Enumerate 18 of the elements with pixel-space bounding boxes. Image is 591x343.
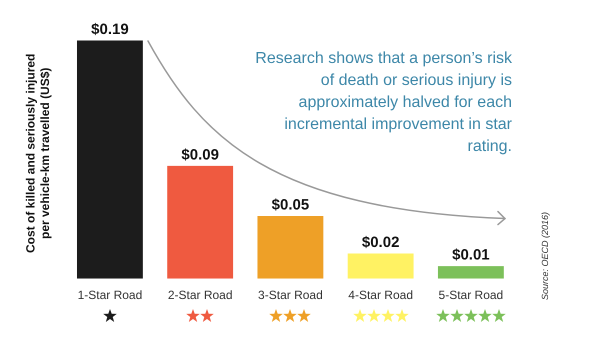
bar: [257, 216, 324, 279]
data-label: $0.09: [181, 146, 219, 164]
x-tick-label: 4-Star Road: [348, 288, 413, 302]
data-label: $0.05: [272, 196, 310, 214]
data-label: $0.01: [452, 246, 490, 264]
data-label: $0.19: [91, 21, 129, 38]
x-tick-label: 5-Star Road: [438, 288, 504, 302]
x-tick-label: 2-Star Road: [168, 288, 233, 302]
bar: [76, 40, 143, 279]
source-note: Source: OECD (2016): [540, 212, 550, 300]
y-axis-title: Cost of killed and seriously injured per vehicle-km travelled (US$): [24, 54, 52, 253]
x-tick-label: 3-Star Road: [258, 288, 323, 302]
x-tick-label: 1-Star Road: [78, 288, 142, 302]
bar: [348, 254, 414, 279]
bar: [167, 166, 234, 279]
bar: [438, 266, 504, 279]
annotation: Research shows that a person’s risk of death or serious injury is approximately halved for each incremental improvement in star rating.: [254, 49, 512, 157]
data-label: $0.02: [362, 234, 400, 252]
